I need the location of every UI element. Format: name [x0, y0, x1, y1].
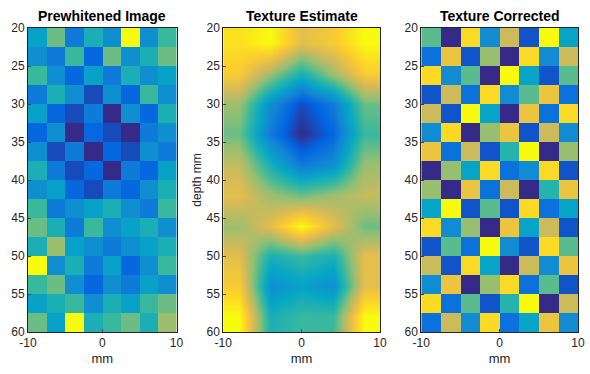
- svg-text:mm: mm: [489, 351, 511, 366]
- svg-text:Prewhitened Image: Prewhitened Image: [38, 8, 166, 24]
- svg-text:-10: -10: [413, 336, 431, 350]
- svg-text:0: 0: [99, 336, 106, 350]
- svg-text:50: 50: [206, 249, 220, 263]
- svg-text:25: 25: [404, 59, 418, 73]
- svg-text:-10: -10: [19, 336, 37, 350]
- svg-text:60: 60: [404, 325, 418, 339]
- svg-text:50: 50: [11, 249, 25, 263]
- svg-text:20: 20: [11, 21, 25, 35]
- svg-text:55: 55: [11, 287, 25, 301]
- svg-text:55: 55: [404, 287, 418, 301]
- svg-text:20: 20: [404, 21, 418, 35]
- svg-text:10: 10: [373, 336, 387, 350]
- svg-text:0: 0: [298, 336, 305, 350]
- svg-text:40: 40: [11, 173, 25, 187]
- svg-text:40: 40: [404, 173, 418, 187]
- svg-text:Texture Corrected: Texture Corrected: [440, 8, 560, 24]
- svg-text:50: 50: [404, 249, 418, 263]
- svg-text:60: 60: [206, 325, 220, 339]
- svg-text:30: 30: [404, 97, 418, 111]
- svg-text:40: 40: [206, 173, 220, 187]
- svg-text:10: 10: [170, 336, 184, 350]
- svg-text:30: 30: [11, 97, 25, 111]
- svg-text:depth mm: depth mm: [190, 153, 204, 206]
- svg-text:10: 10: [571, 336, 585, 350]
- svg-text:35: 35: [206, 135, 220, 149]
- svg-text:Texture Estimate: Texture Estimate: [246, 8, 358, 24]
- svg-text:0: 0: [496, 336, 503, 350]
- svg-text:35: 35: [11, 135, 25, 149]
- svg-text:60: 60: [11, 325, 25, 339]
- svg-text:45: 45: [404, 211, 418, 225]
- svg-text:55: 55: [206, 287, 220, 301]
- svg-text:45: 45: [206, 211, 220, 225]
- svg-text:mm: mm: [291, 351, 313, 366]
- svg-text:25: 25: [206, 59, 220, 73]
- svg-text:-10: -10: [215, 336, 233, 350]
- svg-text:45: 45: [11, 211, 25, 225]
- svg-text:25: 25: [11, 59, 25, 73]
- svg-text:mm: mm: [91, 351, 113, 366]
- svg-text:35: 35: [404, 135, 418, 149]
- svg-text:30: 30: [206, 97, 220, 111]
- svg-text:20: 20: [206, 21, 220, 35]
